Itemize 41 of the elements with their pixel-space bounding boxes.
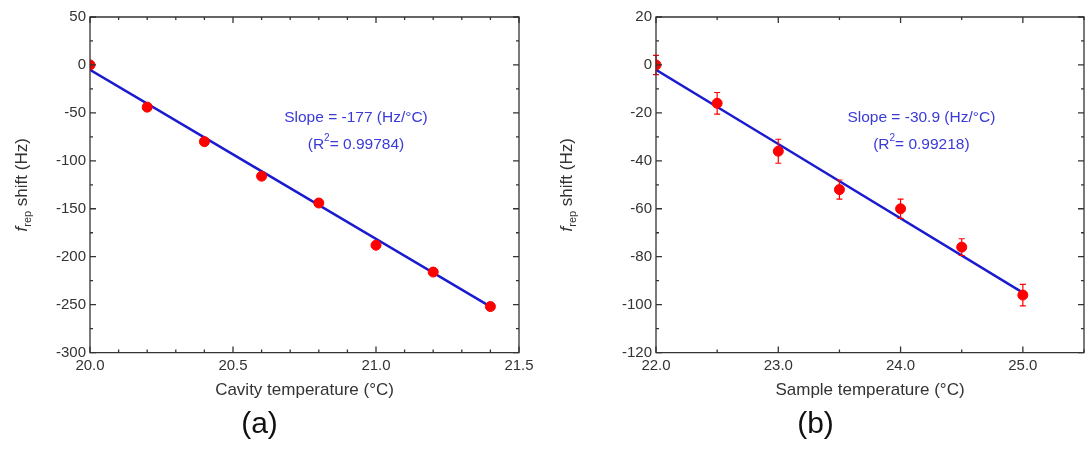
x-tick-label: 25.0 bbox=[1008, 355, 1038, 373]
y-tick-label: 50 bbox=[69, 7, 86, 25]
point bbox=[833, 184, 845, 196]
point bbox=[141, 101, 153, 113]
y-tick-label: -250 bbox=[55, 294, 86, 312]
y-tick-label: -80 bbox=[630, 246, 652, 264]
y-tick-label: -100 bbox=[621, 294, 652, 312]
x-tick-label: 24.0 bbox=[885, 355, 916, 373]
y-axis-title: frep shift (Hz) bbox=[11, 138, 33, 232]
y-tick-label: 0 bbox=[77, 55, 86, 73]
annotation: Slope = -30.9 (Hz/°C) bbox=[847, 107, 996, 125]
y-tick-label: -300 bbox=[55, 342, 86, 360]
point bbox=[198, 136, 210, 148]
y-tick-label: -40 bbox=[630, 150, 652, 168]
text: (b) bbox=[797, 406, 834, 440]
y-tick-label: -60 bbox=[630, 198, 652, 216]
x-axis-title: Cavity temperature (°C) bbox=[215, 380, 394, 400]
x-axis-title: Sample temperature (°C) bbox=[775, 380, 965, 400]
y-tick-label: -200 bbox=[55, 246, 86, 264]
x-tick-label: 20.5 bbox=[218, 355, 248, 373]
x-tick-label: 23.0 bbox=[763, 355, 793, 373]
y-tick-label: 0 bbox=[643, 55, 652, 73]
y-tick-label: 20 bbox=[635, 7, 652, 25]
point bbox=[370, 239, 382, 251]
point bbox=[895, 203, 907, 215]
text: (a) bbox=[241, 406, 278, 440]
y-tick-label: -100 bbox=[55, 150, 86, 168]
point bbox=[427, 266, 439, 278]
y-tick-label: -50 bbox=[64, 103, 86, 121]
y-tick-label: -120 bbox=[621, 342, 652, 360]
point bbox=[956, 241, 968, 253]
y-tick-label: -150 bbox=[55, 198, 86, 216]
point bbox=[313, 197, 325, 209]
point bbox=[772, 145, 784, 157]
y-tick-label: -20 bbox=[630, 103, 652, 121]
y-axis-title: frep shift (Hz) bbox=[556, 138, 578, 232]
point bbox=[484, 301, 496, 313]
x-tick-label: 21.0 bbox=[361, 355, 391, 373]
x-tick-label: 21.5 bbox=[504, 355, 534, 373]
point bbox=[256, 170, 268, 182]
annotation: Slope = -177 (Hz/°C) bbox=[284, 107, 428, 125]
